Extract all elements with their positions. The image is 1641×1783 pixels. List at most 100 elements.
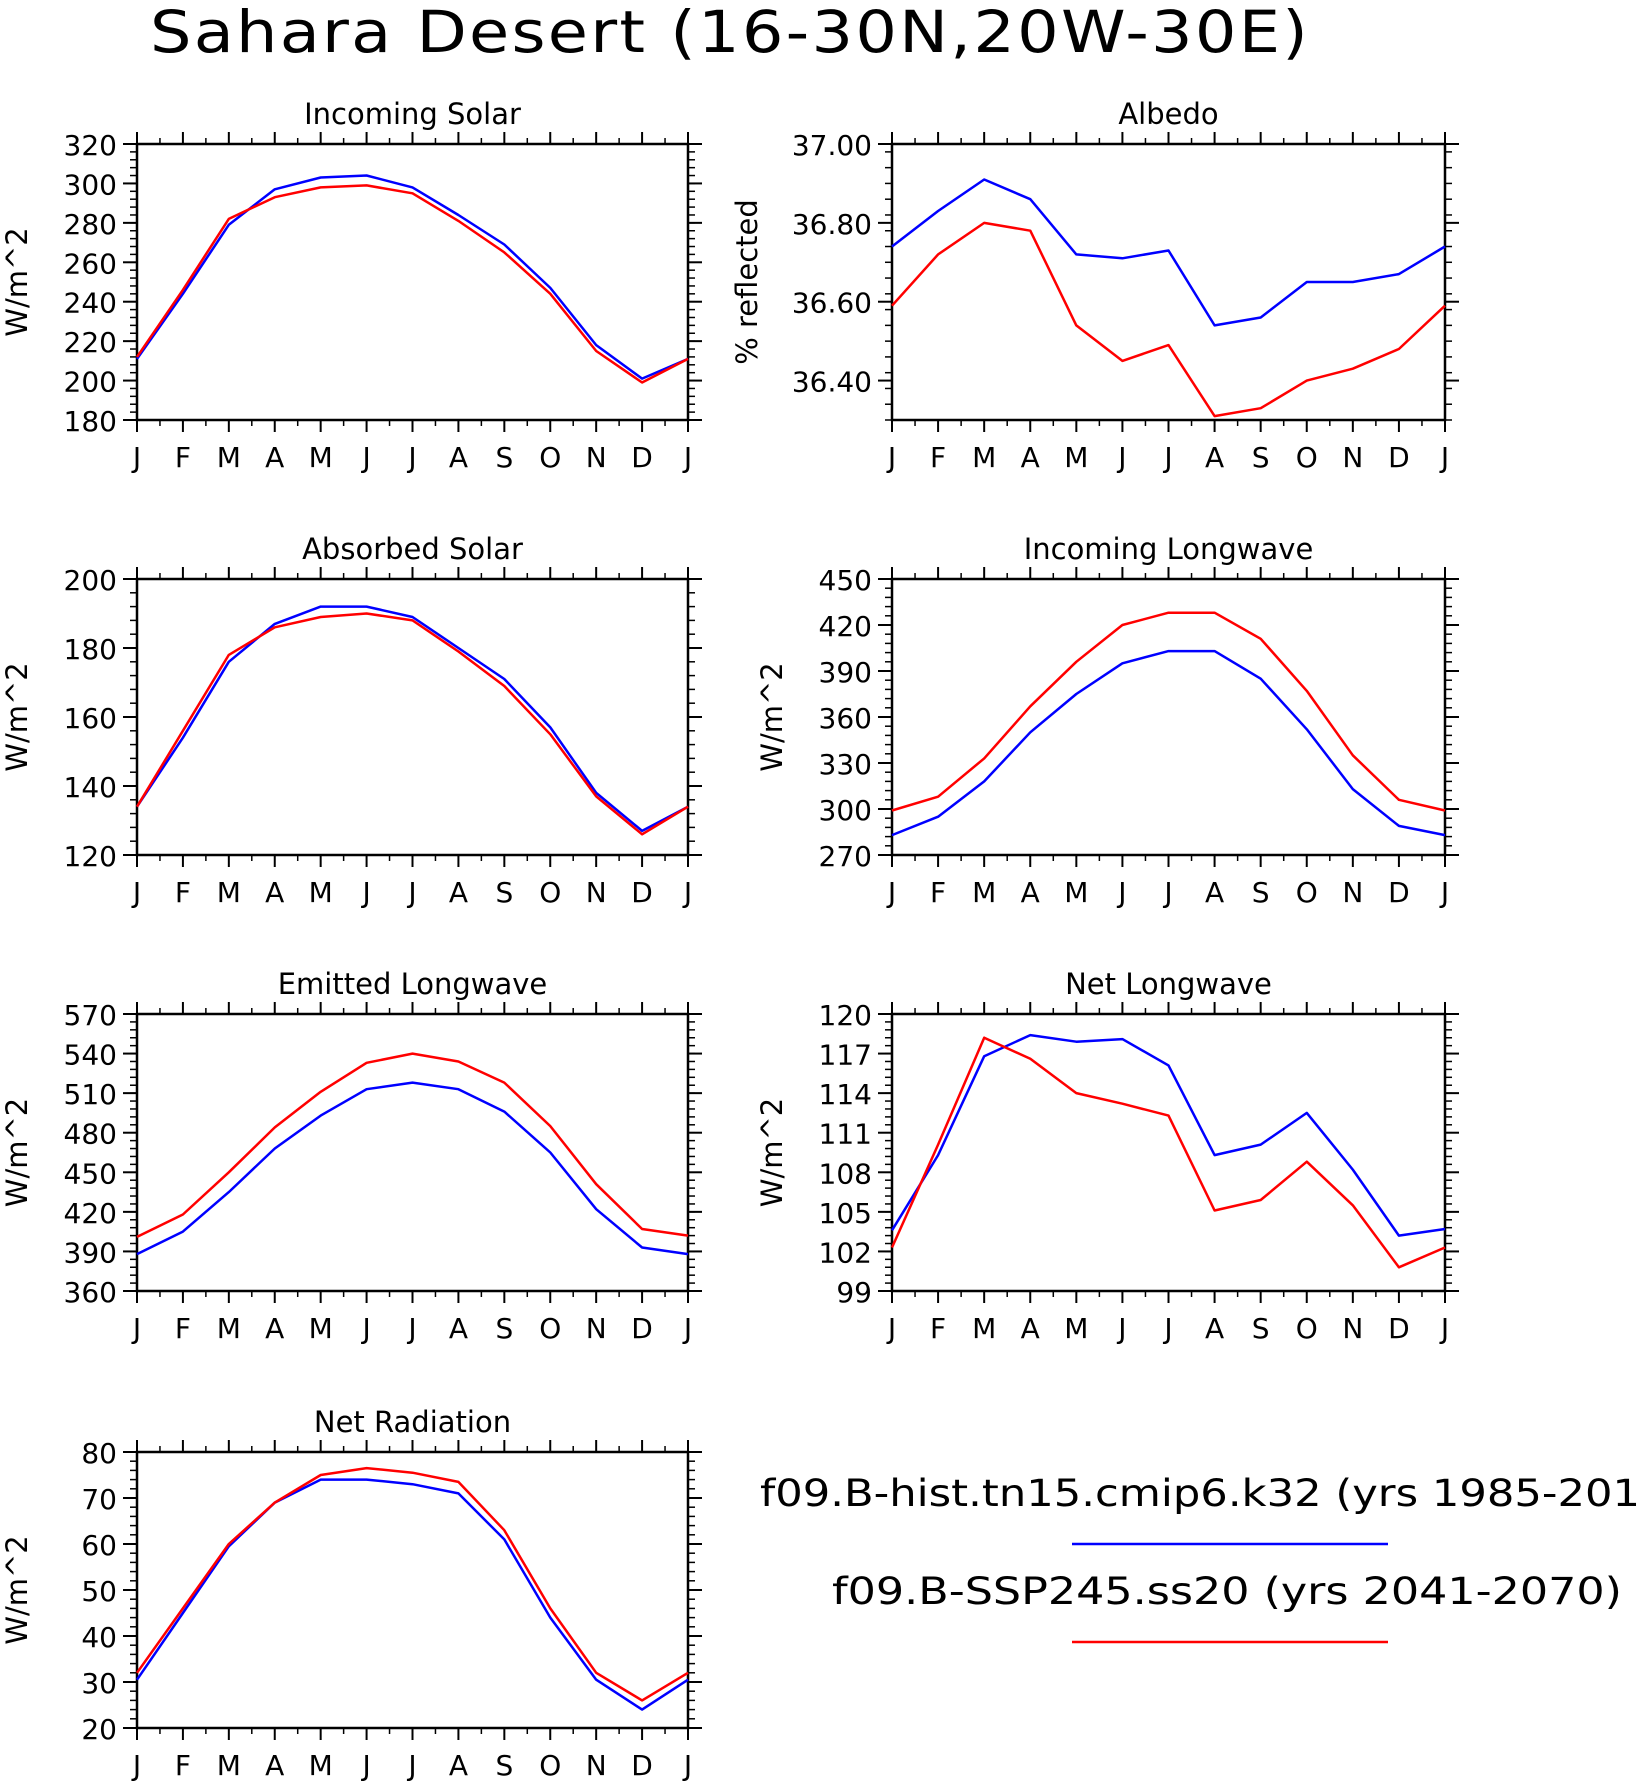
x-tick-label: J xyxy=(1116,876,1126,909)
x-tick-label: M xyxy=(972,876,996,909)
y-tick-label: 240 xyxy=(64,287,117,320)
chart-net-longwave: J F M A M J J A S O N D J99102105108111114117120Net … xyxy=(755,967,1459,1345)
x-tick-label: A xyxy=(449,876,468,909)
series-line-ssp xyxy=(135,184,689,384)
x-tick-label: D xyxy=(631,1312,653,1345)
chart-incoming-solar: J F M A M J J A S O N D J180200220240260280300320Inc… xyxy=(0,97,702,474)
y-axis-label: W/m^2 xyxy=(755,662,789,771)
x-tick-label: A xyxy=(1021,876,1040,909)
x-tick-label: M xyxy=(309,876,333,909)
x-tick-label: J xyxy=(1116,441,1126,474)
y-tick-label: 220 xyxy=(64,326,117,359)
series-line-hist xyxy=(135,1478,689,1711)
y-tick-label: 102 xyxy=(819,1236,872,1269)
y-axis-label: W/m^2 xyxy=(755,1098,789,1207)
x-tick-label: J xyxy=(1439,441,1449,474)
y-tick-label: 180 xyxy=(64,405,117,438)
x-tick-label: A xyxy=(1021,441,1040,474)
x-tick-label: M xyxy=(309,441,333,474)
series-line-hist xyxy=(890,1033,1446,1237)
y-tick-label: 36.80 xyxy=(792,208,872,241)
x-tick-label: J xyxy=(886,876,896,909)
x-tick-label: F xyxy=(175,1312,191,1345)
x-tick-label: J xyxy=(406,1749,416,1782)
x-tick-label: F xyxy=(930,876,946,909)
x-tick-label: J xyxy=(131,1749,141,1782)
x-tick-label: M xyxy=(309,1749,333,1782)
x-tick-label: M xyxy=(217,1749,241,1782)
y-tick-label: 200 xyxy=(64,564,117,597)
x-tick-label: J xyxy=(406,441,416,474)
chart-title: Albedo xyxy=(1118,97,1218,131)
x-tick-label: O xyxy=(1296,1312,1318,1345)
x-tick-label: S xyxy=(1252,876,1270,909)
x-tick-label: J xyxy=(682,1312,692,1345)
chart-title: Incoming Solar xyxy=(304,97,521,131)
x-tick-label: M xyxy=(972,1312,996,1345)
y-tick-label: 37.00 xyxy=(792,129,872,162)
y-tick-label: 99 xyxy=(836,1276,872,1309)
x-tick-label: N xyxy=(586,1312,607,1345)
chart-emitted-longwave: J F M A M J J A S O N D J360390420450480510540570Emi… xyxy=(0,967,702,1345)
x-tick-label: J xyxy=(360,441,370,474)
x-tick-label: O xyxy=(1296,441,1318,474)
x-tick-label: D xyxy=(631,876,653,909)
chart-title: Absorbed Solar xyxy=(302,532,523,566)
x-tick-label: M xyxy=(309,1312,333,1345)
x-tick-label: M xyxy=(217,441,241,474)
x-tick-label: J xyxy=(360,1749,370,1782)
x-tick-label: O xyxy=(539,441,561,474)
plot-frame xyxy=(890,577,1447,857)
series-line-ssp xyxy=(136,1052,689,1239)
y-tick-label: 60 xyxy=(81,1529,117,1562)
x-tick-label: J xyxy=(131,876,141,909)
plot-frame xyxy=(135,1012,690,1293)
chart-incoming-longwave: J F M A M J J A S O N D J270300330360390420450Incomi… xyxy=(755,532,1459,909)
x-tick-label: D xyxy=(631,1749,653,1782)
x-tick-label: M xyxy=(1064,441,1088,474)
x-tick-label: A xyxy=(1205,876,1224,909)
x-tick-label: J xyxy=(1439,1312,1449,1345)
y-tick-label: 40 xyxy=(81,1621,117,1654)
x-tick-label: J xyxy=(1162,1312,1172,1345)
y-tick-label: 320 xyxy=(64,129,117,162)
y-tick-label: 390 xyxy=(64,1236,117,1269)
x-tick-label: J xyxy=(1162,876,1172,909)
x-tick-label: D xyxy=(1388,876,1410,909)
page-title: Sahara Desert (16-30N,20W-30E) xyxy=(150,0,1310,66)
x-tick-label: M xyxy=(1064,1312,1088,1345)
y-tick-label: 117 xyxy=(819,1039,872,1072)
y-tick-label: 36.40 xyxy=(792,366,872,399)
y-tick-label: 270 xyxy=(819,840,872,873)
series-line-hist xyxy=(135,605,689,833)
x-tick-label: J xyxy=(406,876,416,909)
y-tick-label: 510 xyxy=(64,1078,117,1111)
series-line-hist xyxy=(891,649,1446,837)
x-tick-label: A xyxy=(1205,441,1224,474)
y-tick-label: 120 xyxy=(64,840,117,873)
y-tick-label: 480 xyxy=(64,1118,117,1151)
x-tick-label: F xyxy=(930,441,946,474)
x-tick-label: N xyxy=(1342,1312,1363,1345)
y-tick-label: 450 xyxy=(819,564,872,597)
y-tick-label: 360 xyxy=(64,1276,117,1309)
x-tick-label: F xyxy=(930,1312,946,1345)
x-tick-label: A xyxy=(449,1749,468,1782)
legend-ssp-label: f09.B-SSP245.ss20 (yrs 2041-2070) xyxy=(832,1570,1622,1613)
x-tick-label: N xyxy=(586,1749,607,1782)
x-tick-label: N xyxy=(586,441,607,474)
y-tick-label: 420 xyxy=(64,1197,117,1230)
x-tick-label: J xyxy=(131,441,141,474)
x-tick-label: D xyxy=(1388,441,1410,474)
x-tick-label: D xyxy=(1388,1312,1410,1345)
y-tick-label: 360 xyxy=(819,702,872,735)
x-tick-label: S xyxy=(495,1312,513,1345)
chart-title: Net Radiation xyxy=(314,1405,511,1439)
x-tick-label: A xyxy=(265,876,284,909)
x-tick-label: J xyxy=(886,441,896,474)
x-tick-label: J xyxy=(360,1312,370,1345)
legend-hist-label: f09.B-hist.tn15.cmip6.k32 (yrs 1985-201 xyxy=(760,1472,1640,1515)
x-tick-label: J xyxy=(682,1749,692,1782)
y-axis-label: W/m^2 xyxy=(0,1535,34,1644)
plot-frame xyxy=(135,142,690,422)
